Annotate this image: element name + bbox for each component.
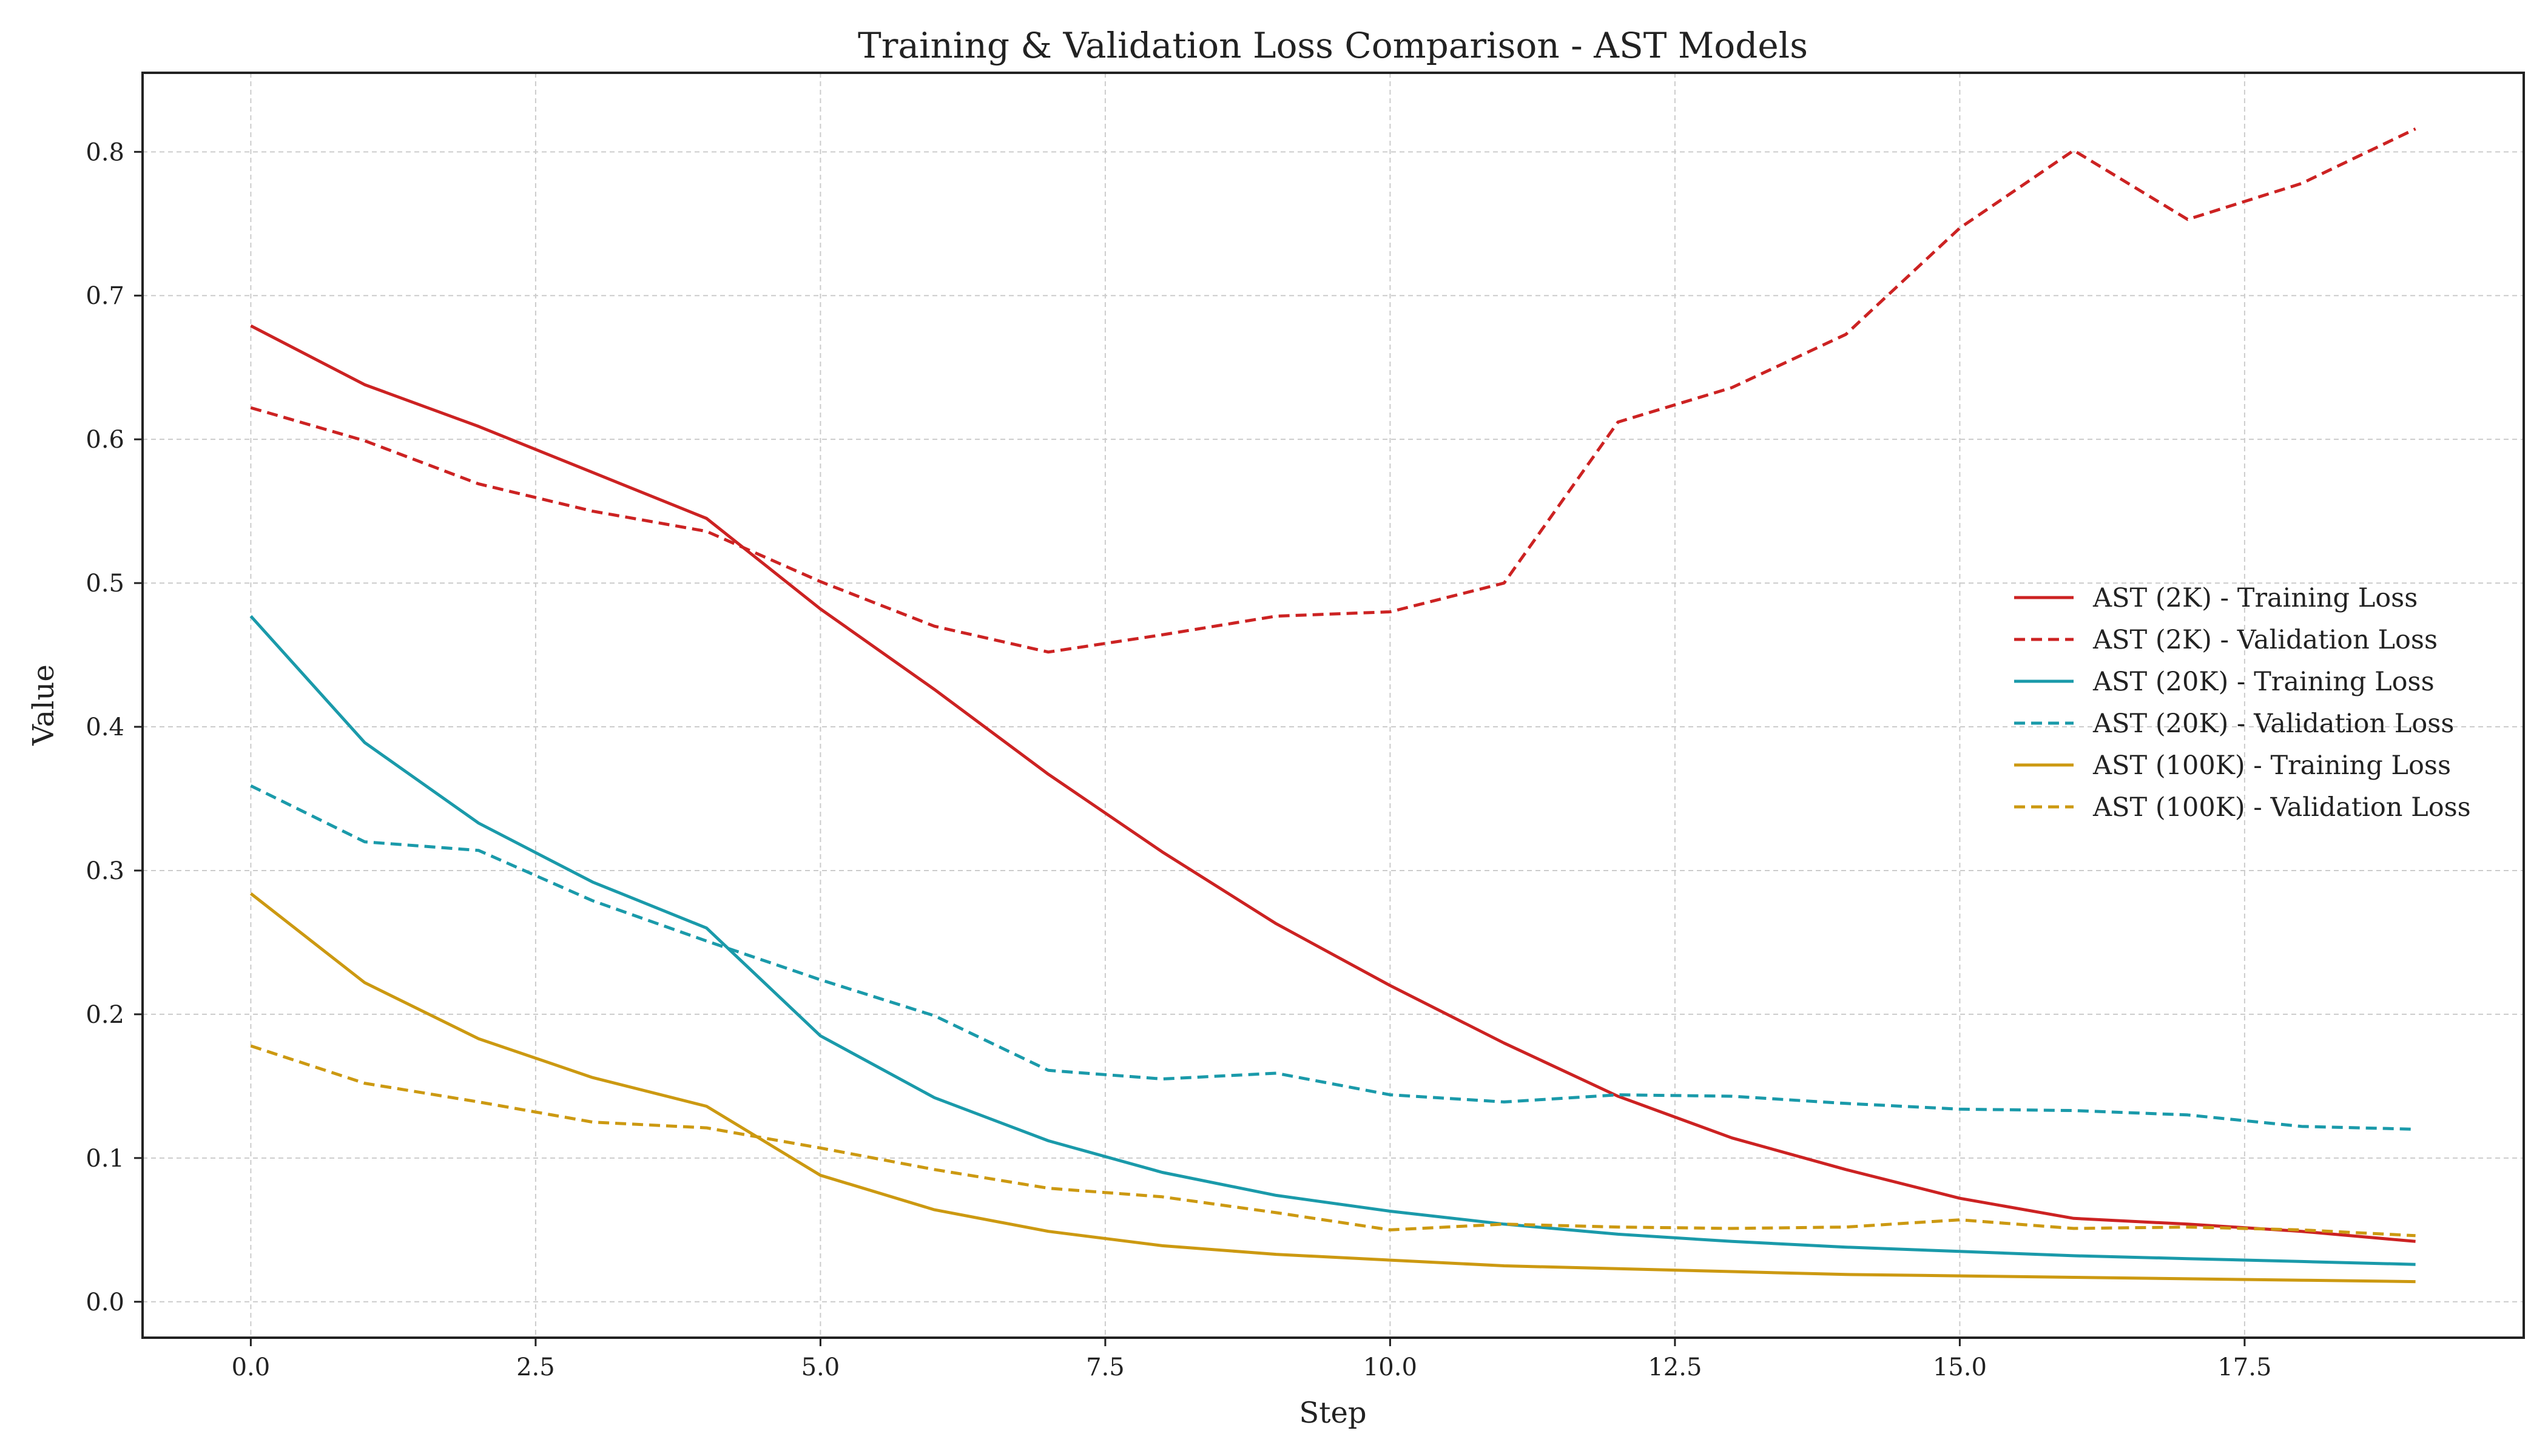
- series-line: [250, 324, 2416, 1243]
- y-axis-label: Value: [27, 664, 61, 746]
- legend-label: AST (20K) - Training Loss: [2092, 667, 2435, 697]
- x-axis-label: Step: [1299, 1396, 1366, 1430]
- y-axis-ticks: 0.0 0.1 0.2 0.3 0.4 0.5 0.6 0.7 0.8: [86, 138, 143, 1316]
- series-lines: [249, 127, 2416, 1284]
- legend-label: AST (20K) - Validation Loss: [2092, 709, 2454, 739]
- series-line: [249, 892, 2416, 1284]
- series-line: [250, 784, 2416, 1131]
- series-line: [250, 1044, 2416, 1238]
- plot-frame: [141, 72, 2525, 1339]
- x-tick-label: 17.5: [2217, 1353, 2271, 1381]
- legend-label: AST (100K) - Training Loss: [2092, 750, 2451, 781]
- x-tick-label: 5.0: [801, 1353, 840, 1381]
- y-tick-label: 0.8: [86, 138, 124, 166]
- x-axis-ticks: 0.0 2.5 5.0 7.5 10.0 12.5 15.0 17.5: [232, 1338, 2271, 1381]
- x-tick-label: 15.0: [1933, 1353, 1987, 1381]
- series-line: [249, 615, 2416, 1266]
- legend-label: AST (2K) - Validation Loss: [2092, 625, 2438, 655]
- y-tick-label: 0.6: [86, 426, 124, 454]
- x-tick-label: 0.0: [232, 1353, 271, 1381]
- x-tick-label: 10.0: [1363, 1353, 1417, 1381]
- y-tick-label: 0.5: [86, 570, 124, 598]
- legend-label: AST (2K) - Training Loss: [2092, 583, 2418, 613]
- x-tick-label: 2.5: [516, 1353, 555, 1381]
- series-line: [250, 127, 2416, 654]
- grid: [143, 73, 2524, 1338]
- y-tick-label: 0.1: [86, 1145, 124, 1173]
- x-tick-label: 7.5: [1086, 1353, 1125, 1381]
- chart-title: Training & Validation Loss Comparison - …: [858, 25, 1808, 66]
- y-tick-label: 0.0: [86, 1289, 124, 1316]
- y-tick-label: 0.4: [86, 713, 124, 741]
- y-tick-label: 0.7: [86, 282, 124, 310]
- y-tick-label: 0.2: [86, 1001, 124, 1029]
- legend: AST (2K) - Training Loss AST (2K) - Valid…: [2014, 583, 2471, 823]
- legend-label: AST (100K) - Validation Loss: [2092, 792, 2471, 823]
- y-tick-label: 0.3: [86, 857, 124, 885]
- x-tick-label: 12.5: [1648, 1353, 1702, 1381]
